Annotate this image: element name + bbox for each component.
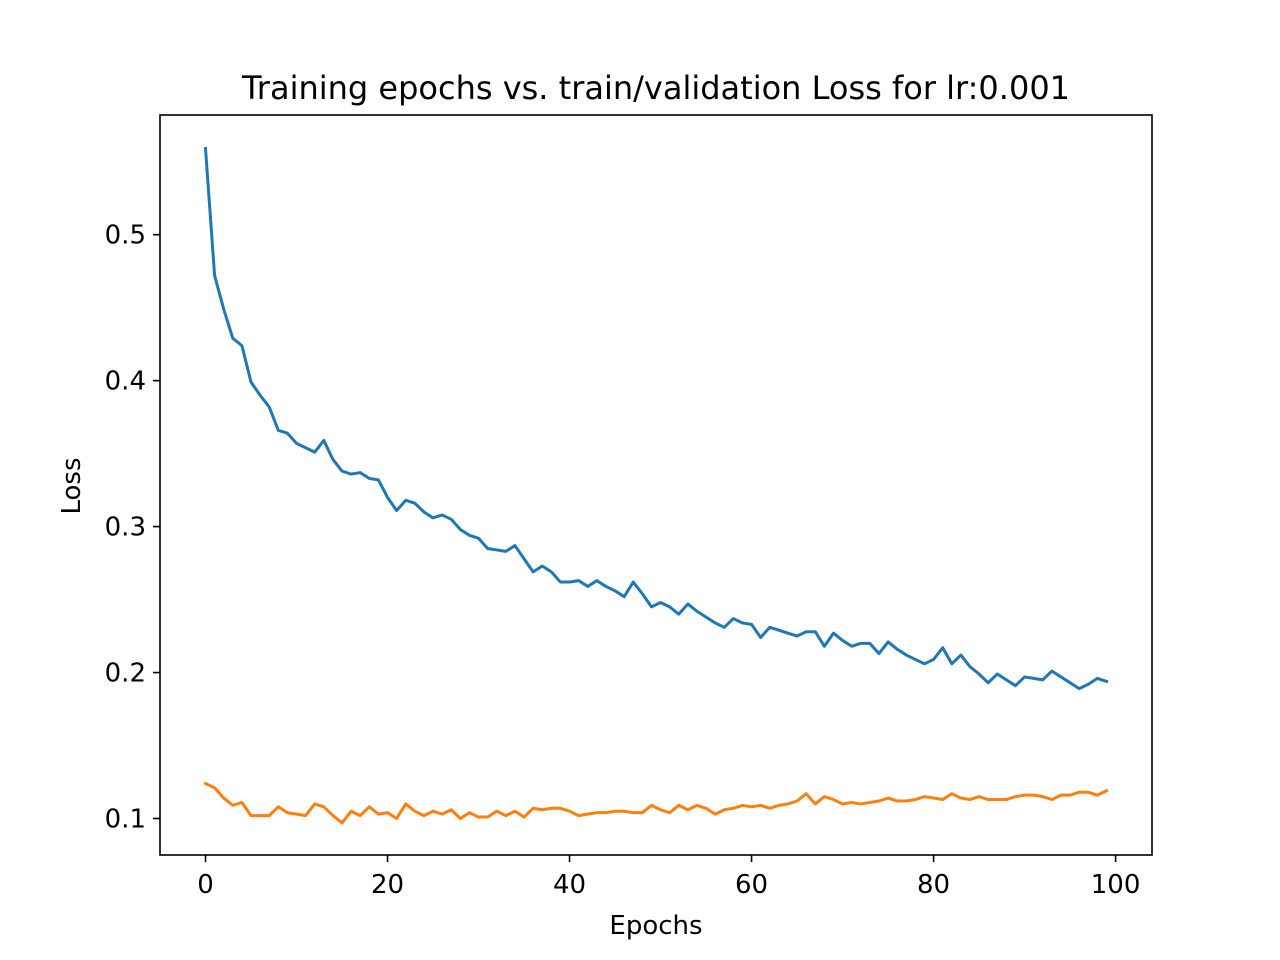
x-tick-label: 100 [1091, 870, 1141, 900]
chart-title: Training epochs vs. train/validation Los… [241, 69, 1070, 107]
series-line-1 [203, 146, 1109, 691]
y-tick-label: 0.2 [105, 659, 146, 689]
axes-frame [159, 114, 1153, 856]
y-axis: 0.1 0.2 0.3 0.4 0.5 [105, 221, 160, 835]
series-line-2 [203, 781, 1109, 825]
x-axis: 0 20 40 60 80 100 [197, 855, 1140, 900]
x-tick-label: 0 [197, 870, 214, 900]
x-axis-label: Epochs [609, 911, 702, 941]
x-tick-label: 40 [553, 870, 586, 900]
y-tick-label: 0.4 [105, 367, 146, 397]
y-tick-label: 0.3 [105, 513, 146, 543]
x-tick-label: 80 [917, 870, 950, 900]
y-tick-label: 0.1 [105, 805, 146, 835]
x-tick-label: 20 [371, 870, 404, 900]
y-axis-label: Loss [57, 457, 87, 514]
x-tick-label: 60 [735, 870, 768, 900]
y-tick-label: 0.5 [105, 221, 146, 251]
plot-area [203, 146, 1109, 825]
